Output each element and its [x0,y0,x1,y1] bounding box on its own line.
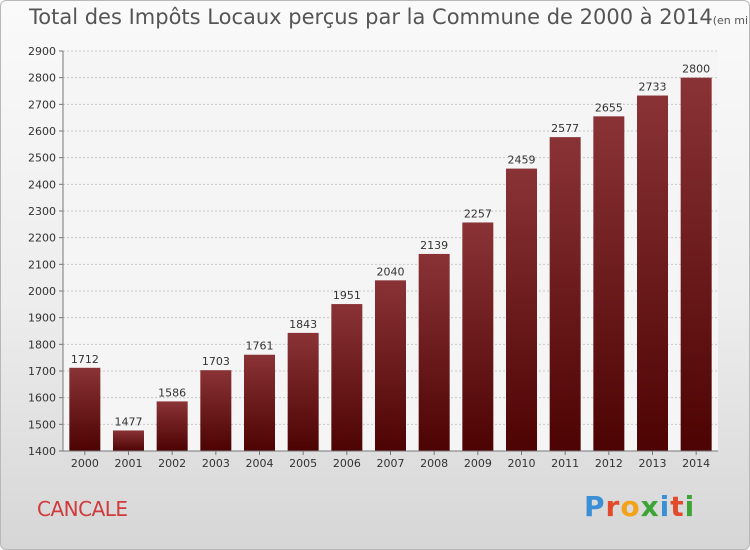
x-tick-label: 2011 [551,457,579,470]
bar-2010 [506,168,537,451]
data-label-2004: 1761 [246,340,274,353]
bar-2009 [462,222,494,451]
data-label-2003: 1703 [202,355,230,368]
data-label-2010: 2459 [508,154,536,167]
data-label-2008: 2139 [420,239,448,252]
commune-name: CANCALE [37,497,128,521]
y-tick-label: 2600 [28,125,56,138]
x-tick-label: 2013 [639,457,667,470]
data-label-2001: 1477 [115,415,143,428]
bar-2013 [637,95,668,452]
y-tick-label: 2100 [28,258,56,271]
x-tick-label: 2000 [71,457,99,470]
y-tick-label: 2400 [28,178,56,191]
logo-letter: t [670,490,685,523]
data-label-2014: 2800 [682,63,710,76]
logo-letter: P [584,490,606,523]
data-label-2002: 1586 [158,386,186,399]
x-tick-label: 2012 [595,457,623,470]
y-tick-label: 2700 [28,98,56,111]
data-label-2009: 2257 [464,207,492,220]
y-tick-label: 2200 [28,232,56,245]
logo-letter: x [640,490,660,523]
logo-letter: r [605,490,621,523]
data-labels: 1712 1477 1586 1703 1761 1843 1951 2040 2139 2257… [71,63,710,429]
data-label-2013: 2733 [639,81,667,94]
data-label-2011: 2577 [551,122,579,135]
x-tick-label: 2003 [202,457,230,470]
bar-2003 [200,370,232,451]
x-tick-label: 2004 [246,457,274,470]
data-label-2000: 1712 [71,353,99,366]
x-tick-label: 2014 [682,457,710,470]
y-tick-label: 1900 [28,312,56,325]
logo-letter: i [684,490,696,523]
data-label-2005: 1843 [289,318,317,331]
y-tick-label: 2900 [28,45,56,58]
logo-letter: i [659,490,671,523]
x-tick-label: 2008 [420,457,448,470]
bar-2002 [156,401,188,451]
y-tick-label: 1700 [28,365,56,378]
bar-2001 [113,430,144,451]
data-label-2006: 1951 [333,289,361,302]
bar-2011 [549,137,581,451]
x-tick-label: 2001 [115,457,143,470]
y-tick-label: 1400 [28,445,56,458]
bar-2006 [331,304,363,451]
x-axis: 2000 2001 2002 2003 2004 2005 2006 2007 2008 2009… [63,450,718,470]
proxiti-logo: Proxiti [584,490,695,523]
x-tick-label: 2006 [333,457,361,470]
bar-2008 [418,253,450,451]
x-tick-label: 2007 [377,457,405,470]
bar-2012 [593,116,625,451]
bar-2014 [680,77,712,452]
bar-2000 [69,367,101,451]
x-tick-label: 2002 [158,457,186,470]
chart-title: Total des Impôts Locaux perçus par la Co… [29,5,749,29]
bars [69,77,712,452]
y-tick-label: 1500 [28,418,56,431]
bar-2005 [287,332,319,451]
chart-title-main: Total des Impôts Locaux perçus par la Co… [29,5,713,29]
y-tick-label: 2000 [28,285,56,298]
data-label-2012: 2655 [595,101,623,114]
x-tick-label: 2005 [289,457,317,470]
y-axis: 1400 1500 1600 1700 1800 1900 2000 2100 2200 2300… [28,45,64,458]
y-tick-label: 1800 [28,338,56,351]
bar-2004 [244,354,275,451]
y-tick-label: 2300 [28,205,56,218]
x-tick-label: 2009 [464,457,492,470]
bar-2007 [375,280,406,451]
data-label-2007: 2040 [377,265,405,278]
y-tick-label: 2800 [28,72,56,85]
x-tick-label: 2010 [508,457,536,470]
y-tick-label: 2500 [28,152,56,165]
y-tick-label: 1600 [28,392,56,405]
chart-title-unit: (en milliers d'€) [712,14,749,27]
logo-letter: o [620,490,641,523]
